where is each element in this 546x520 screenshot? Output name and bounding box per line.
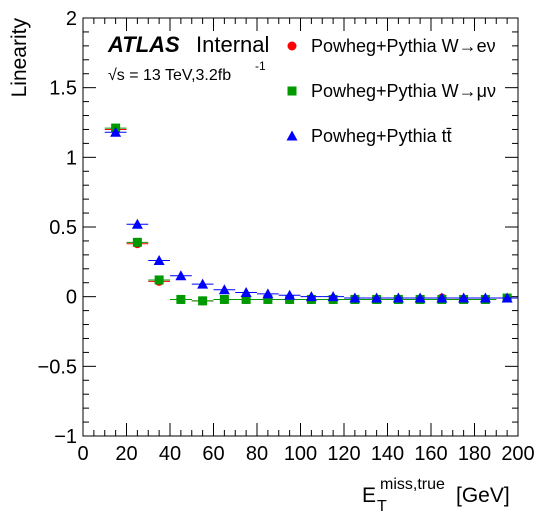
x-tick-label: 180 xyxy=(458,443,491,465)
legend-label: Powheg+Pythia W→eν xyxy=(311,36,496,56)
y-tick-label: −1 xyxy=(54,426,77,448)
atlas-status: Internal xyxy=(196,32,269,57)
x-axis-title-sub: T xyxy=(377,498,387,515)
legend-marker-triangle xyxy=(287,131,298,141)
x-tick-label: 160 xyxy=(414,443,447,465)
data-point-square xyxy=(220,295,229,304)
x-tick-label: 40 xyxy=(159,443,181,465)
atlas-label: ATLAS xyxy=(107,32,180,57)
x-axis-title: E T miss,true [GeV] xyxy=(362,476,510,515)
series-triangle xyxy=(105,127,518,303)
x-axis-title-sup: miss,true xyxy=(380,476,445,493)
legend-label: Powheg+Pythia W→μν xyxy=(311,81,496,101)
data-marks xyxy=(105,124,518,306)
x-tick-label: 60 xyxy=(202,443,224,465)
y-tick-label: 1.5 xyxy=(49,78,77,100)
series-square xyxy=(105,124,518,306)
x-tick-label: 0 xyxy=(77,443,88,465)
y-tick-label: 1 xyxy=(66,147,77,169)
x-tick-label: 120 xyxy=(327,443,360,465)
x-tick-label: 140 xyxy=(371,443,404,465)
data-point-square xyxy=(176,295,185,304)
energy-sup: -1 xyxy=(255,59,266,73)
y-tick-label: 0.5 xyxy=(49,217,77,239)
data-point-square xyxy=(198,296,207,305)
x-tick-label: 100 xyxy=(284,443,317,465)
data-point-square xyxy=(155,275,164,284)
energy-label: √s = 13 TeV,3.2fb xyxy=(108,67,231,84)
x-axis-title-main: E xyxy=(362,484,376,507)
data-point-square xyxy=(133,238,142,247)
legend: Powheg+Pythia W→eν Powheg+Pythia W→μν Powh… xyxy=(287,36,496,146)
y-axis-title: Linearity xyxy=(8,18,31,98)
series-circle xyxy=(105,125,518,305)
x-tick-label: 80 xyxy=(246,443,268,465)
x-tick-label: 20 xyxy=(115,443,137,465)
y-tick-label: 2 xyxy=(66,8,77,30)
x-tick-label: 200 xyxy=(501,443,534,465)
y-tick-label: 0 xyxy=(66,287,77,309)
legend-label: Powheg+Pythia tt̄ xyxy=(311,126,452,146)
x-axis-title-unit: [GeV] xyxy=(456,484,510,507)
legend-marker-square xyxy=(288,87,297,96)
legend-marker-circle xyxy=(288,42,297,51)
y-tick-label: −0.5 xyxy=(38,356,77,378)
